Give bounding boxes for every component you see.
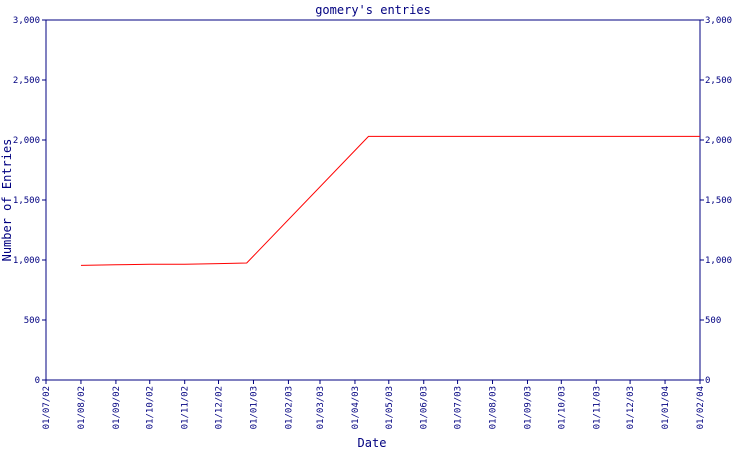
x-tick-label: 01/07/03 [454, 386, 464, 429]
y2-tick-label: 1,500 [705, 196, 732, 206]
x-tick-label: 01/05/03 [385, 386, 395, 429]
y-tick-label: 2,500 [13, 76, 40, 86]
data-line [80, 135, 700, 266]
y-tick-label: 1,500 [13, 196, 40, 206]
y-tick-label: 500 [24, 316, 40, 326]
x-tick-label: 01/02/03 [284, 386, 294, 429]
x-tick-label: 01/04/03 [351, 386, 361, 429]
y2-tick-label: 2,000 [705, 136, 732, 146]
x-tick-label: 01/09/02 [112, 386, 122, 429]
y2-tick-label: 0 [705, 376, 710, 386]
y2-tick-label: 2,500 [705, 76, 732, 86]
chart-title: gomery's entries [315, 3, 431, 17]
y2-tick-label: 500 [705, 316, 721, 326]
x-axis-label: Date [358, 436, 387, 450]
x-tick-label: 01/11/02 [181, 386, 191, 429]
x-tick-label: 01/09/03 [523, 386, 533, 429]
y-tick-label: 0 [35, 376, 40, 386]
y-tick-label: 1,000 [13, 256, 40, 266]
x-tick-label: 01/03/03 [316, 386, 326, 429]
y-tick-label: 3,000 [13, 16, 40, 26]
x-tick-label: 01/10/02 [146, 386, 156, 429]
y2-tick-label: 1,000 [705, 256, 732, 266]
x-tick-label: 01/06/03 [420, 386, 430, 429]
x-tick-label: 01/12/02 [215, 386, 225, 429]
x-tick-label: 01/07/02 [42, 386, 52, 429]
x-tick-label: 01/12/03 [626, 386, 636, 429]
y-axis-label: Number of Entries [0, 139, 14, 262]
y2-tick-label: 3,000 [705, 16, 732, 26]
plot-frame [45, 19, 701, 381]
x-tick-label: 01/01/03 [249, 386, 259, 429]
x-tick-label: 01/02/04 [696, 386, 706, 429]
x-tick-label: 01/08/02 [77, 386, 87, 429]
y-tick-label: 2,000 [13, 136, 40, 146]
x-tick-label: 01/10/03 [557, 386, 567, 429]
x-tick-label: 01/01/04 [661, 386, 671, 429]
x-tick-label: 01/11/03 [592, 386, 602, 429]
x-tick-label: 01/08/03 [489, 386, 499, 429]
